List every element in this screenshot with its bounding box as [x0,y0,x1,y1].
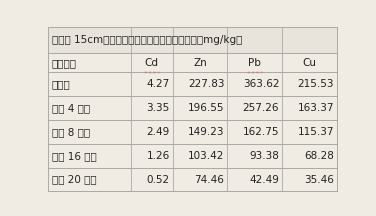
Text: 修复 8 个月: 修复 8 个月 [52,127,90,137]
Text: 修复 20 个月: 修复 20 个月 [52,175,97,184]
Text: 2.49: 2.49 [146,127,170,137]
Text: 68.28: 68.28 [304,151,334,161]
Text: 103.42: 103.42 [188,151,224,161]
Text: 3.35: 3.35 [146,103,170,113]
Text: 196.55: 196.55 [188,103,224,113]
Text: 149.23: 149.23 [188,127,224,137]
Text: 修复前: 修复前 [52,79,71,89]
Text: Cd: Cd [145,58,159,68]
Bar [49,96,337,120]
Text: 215.53: 215.53 [297,79,334,89]
Text: 163.37: 163.37 [297,103,334,113]
Text: Cu: Cu [303,58,317,68]
Text: 0.52: 0.52 [147,175,170,184]
Text: 修复 16 个月: 修复 16 个月 [52,151,97,161]
Text: 取样时间: 取样时间 [52,58,76,68]
Text: 35.46: 35.46 [304,175,334,184]
Bar [49,144,337,168]
Text: 363.62: 363.62 [243,79,279,89]
Bar [49,73,337,96]
Bar [49,120,337,144]
Text: 162.75: 162.75 [243,127,279,137]
Text: Zn: Zn [193,58,207,68]
Text: 93.38: 93.38 [249,151,279,161]
Text: 74.46: 74.46 [194,175,224,184]
Text: 115.37: 115.37 [297,127,334,137]
Bar [49,168,337,191]
Text: 4.27: 4.27 [146,79,170,89]
Text: 1.26: 1.26 [146,151,170,161]
Bar [49,27,337,53]
Text: Pb: Pb [248,58,261,68]
Text: 42.49: 42.49 [249,175,279,184]
Text: 227.83: 227.83 [188,79,224,89]
Bar [49,53,337,73]
Text: 修复 4 个月: 修复 4 个月 [52,103,90,113]
Text: 257.26: 257.26 [243,103,279,113]
Text: 修复地 15cm深度耕层土壤修复前后重金属含量（mg/kg）: 修复地 15cm深度耕层土壤修复前后重金属含量（mg/kg） [52,35,242,45]
